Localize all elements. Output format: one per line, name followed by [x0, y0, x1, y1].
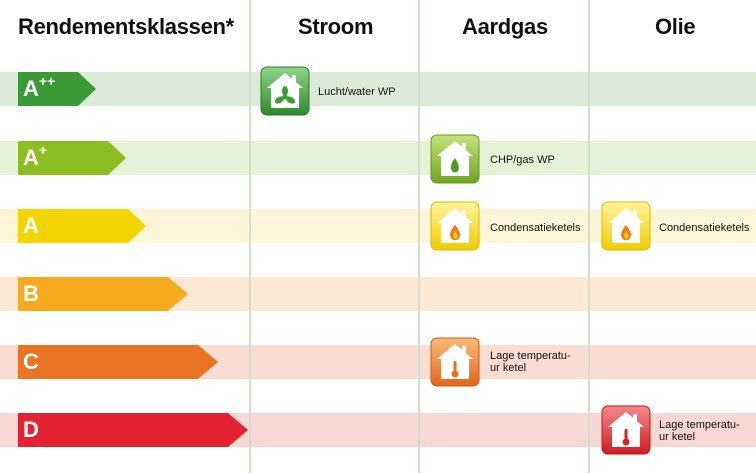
flame-house-icon	[601, 201, 651, 251]
tile-label: Condensatieketels	[659, 222, 750, 234]
header-stroom: Stroom	[298, 14, 374, 39]
header-olie: Olie	[655, 14, 696, 39]
thermometer-house-icon	[430, 337, 480, 387]
thermometer-house-icon	[601, 405, 651, 455]
tile-label: Lage temperatu-	[659, 419, 740, 431]
column-divider	[249, 0, 251, 473]
header-classes: Rendementsklassen*	[18, 14, 234, 39]
class-arrow-ap: A+	[18, 141, 128, 175]
class-label: A	[23, 213, 39, 238]
tile-label: ur ketel	[659, 431, 696, 443]
header-aardgas: Aardgas	[462, 14, 548, 39]
class-arrow-d: D	[18, 413, 250, 447]
tile-label: Lucht/water WP	[318, 86, 396, 98]
fan-house-icon	[260, 66, 310, 116]
row-band-app	[0, 72, 756, 106]
tile-label: Lage temperatu-	[490, 350, 571, 362]
flame-house-icon	[430, 201, 480, 251]
column-divider	[588, 0, 590, 473]
class-label: A++	[23, 73, 56, 101]
tile-label: Condensatieketels	[490, 222, 581, 234]
class-label: A+	[23, 142, 48, 170]
class-label: B	[23, 281, 39, 306]
column-divider	[418, 0, 420, 473]
tile-label: CHP/gas WP	[490, 154, 555, 166]
flame-house-icon	[430, 134, 480, 184]
class-arrow-a: A	[18, 209, 148, 243]
tile-label: ur ketel	[490, 362, 527, 374]
class-arrow-app: A++	[18, 72, 98, 106]
class-label: C	[23, 349, 39, 374]
class-arrow-b: B	[18, 277, 190, 311]
class-arrow-c: C	[18, 345, 220, 379]
class-label: D	[23, 417, 39, 442]
